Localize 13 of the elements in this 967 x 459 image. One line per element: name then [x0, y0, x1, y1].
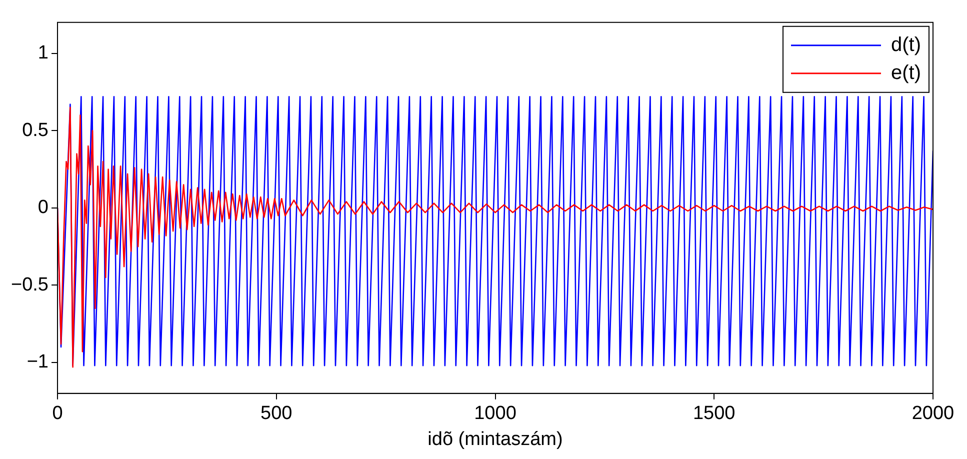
y-tick-label: 0 — [38, 197, 49, 218]
legend-label: e(t) — [891, 62, 921, 84]
y-tick-label: 0.5 — [22, 120, 49, 141]
legend-label: d(t) — [891, 34, 921, 56]
x-tick-label: 1000 — [474, 403, 516, 424]
x-axis-title: idõ (mintaszám) — [428, 428, 563, 450]
x-tick-label: 0 — [52, 403, 63, 424]
y-tick-label: −1 — [26, 352, 49, 373]
y-tick-label: 1 — [38, 42, 49, 64]
x-tick-label: 1500 — [692, 403, 736, 424]
x-tick-label: 2000 — [912, 403, 954, 424]
y-tick-label: −0.5 — [10, 274, 49, 296]
x-tick-label: 500 — [260, 403, 292, 424]
